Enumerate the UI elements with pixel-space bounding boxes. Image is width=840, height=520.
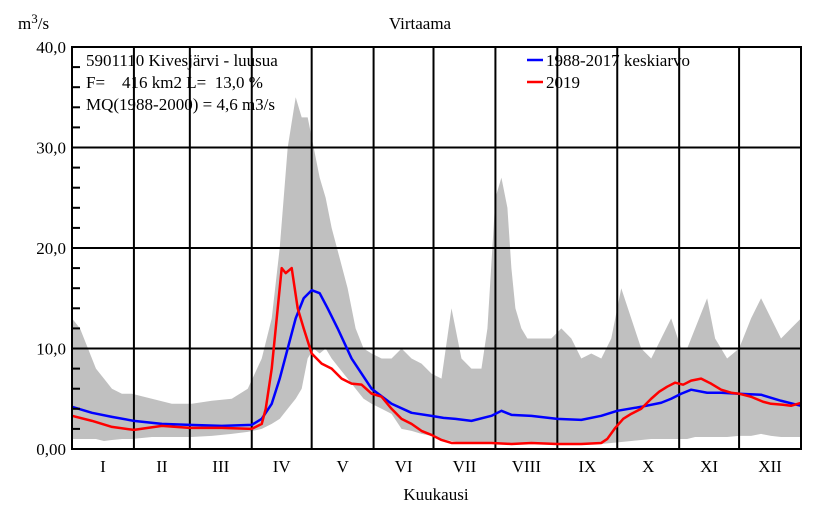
legend: 1988-2017 keskiarvo 2019 xyxy=(527,51,690,92)
x-tick-label-month: V xyxy=(336,457,349,476)
info-area: F= 416 km2 L= 13,0 % xyxy=(86,73,263,92)
x-tick-label-month: I xyxy=(100,457,106,476)
x-tick-label-month: IV xyxy=(273,457,292,476)
info-mq: MQ(1988-2000) = 4,6 m3/s xyxy=(86,95,275,114)
y-tick-label: 40,0 xyxy=(36,38,66,57)
x-tick-label-month: VIII xyxy=(512,457,542,476)
x-tick-label-month: XII xyxy=(758,457,782,476)
legend-label-mean: 1988-2017 keskiarvo xyxy=(546,51,690,70)
series-line-2019 xyxy=(71,266,802,446)
x-axis-label: Kuukausi xyxy=(403,485,468,504)
legend-label-2019: 2019 xyxy=(546,73,580,92)
grid xyxy=(72,47,801,449)
chart-title: Virtaama xyxy=(389,14,452,33)
x-tick-label-month: IX xyxy=(578,457,596,476)
y-axis-label-base: m xyxy=(18,14,31,33)
y-axis-label: m3/s xyxy=(18,11,49,33)
info-station: 5901110 Kivesjärvi - luusua xyxy=(86,51,278,70)
y-tick-label: 0,00 xyxy=(36,440,66,459)
x-tick-label-month: X xyxy=(642,457,654,476)
y-tick-label: 20,0 xyxy=(36,239,66,258)
series-lines xyxy=(71,266,802,446)
x-tick-label-month: III xyxy=(212,457,229,476)
y-axis-label-tail: /s xyxy=(38,14,49,33)
series-line-mean xyxy=(71,288,802,428)
x-tick-label-month: II xyxy=(156,457,168,476)
x-tick-label-month: VI xyxy=(395,457,413,476)
x-tick-label-month: VII xyxy=(453,457,477,476)
info-box: 5901110 Kivesjärvi - luusua F= 416 km2 L… xyxy=(86,51,278,114)
y-tick-label: 10,0 xyxy=(36,340,66,359)
range-band xyxy=(72,97,801,444)
x-tick-label-month: XI xyxy=(700,457,718,476)
y-axis-label-sup: 3 xyxy=(31,11,38,26)
range-band-area xyxy=(72,97,801,444)
y-tick-label: 30,0 xyxy=(36,139,66,158)
